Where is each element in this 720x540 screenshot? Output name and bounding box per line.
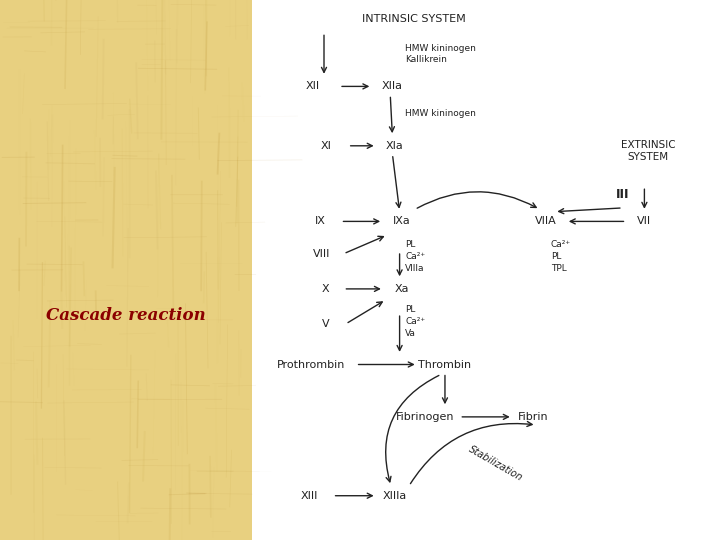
Text: VII: VII: [637, 217, 652, 226]
Text: XIIa: XIIa: [382, 82, 403, 91]
Text: HMW kininogen: HMW kininogen: [405, 109, 476, 118]
Text: HMW kininogen
Kallikrein: HMW kininogen Kallikrein: [405, 44, 476, 64]
Text: V: V: [322, 319, 329, 329]
Text: Ca²⁺
PL
TPL: Ca²⁺ PL TPL: [551, 240, 571, 273]
Text: Stabilization: Stabilization: [467, 444, 524, 483]
Bar: [0, 0, 252, 540]
Text: XIa: XIa: [386, 141, 403, 151]
Text: Fibrinogen: Fibrinogen: [395, 412, 454, 422]
Text: PL
Ca²⁺
VIIIa: PL Ca²⁺ VIIIa: [405, 240, 426, 273]
Text: XIII: XIII: [301, 491, 318, 501]
Text: IXa: IXa: [393, 217, 410, 226]
Text: Prothrombin: Prothrombin: [277, 360, 345, 369]
Text: X: X: [322, 284, 329, 294]
Text: XI: XI: [320, 141, 332, 151]
Text: EXTRINSIC
SYSTEM: EXTRINSIC SYSTEM: [621, 140, 675, 162]
Text: VIIA: VIIA: [535, 217, 557, 226]
Text: Cascade reaction: Cascade reaction: [46, 307, 206, 325]
Text: INTRINSIC SYSTEM: INTRINSIC SYSTEM: [362, 14, 466, 24]
Text: XII: XII: [306, 82, 320, 91]
Text: PL
Ca²⁺
Va: PL Ca²⁺ Va: [405, 305, 426, 338]
Text: IX: IX: [315, 217, 326, 226]
Text: III: III: [616, 188, 629, 201]
Text: Thrombin: Thrombin: [418, 360, 472, 369]
Text: Xa: Xa: [395, 284, 409, 294]
Text: Fibrin: Fibrin: [518, 412, 548, 422]
Text: VIII: VIII: [313, 249, 330, 259]
Text: XIIIa: XIIIa: [382, 491, 407, 501]
